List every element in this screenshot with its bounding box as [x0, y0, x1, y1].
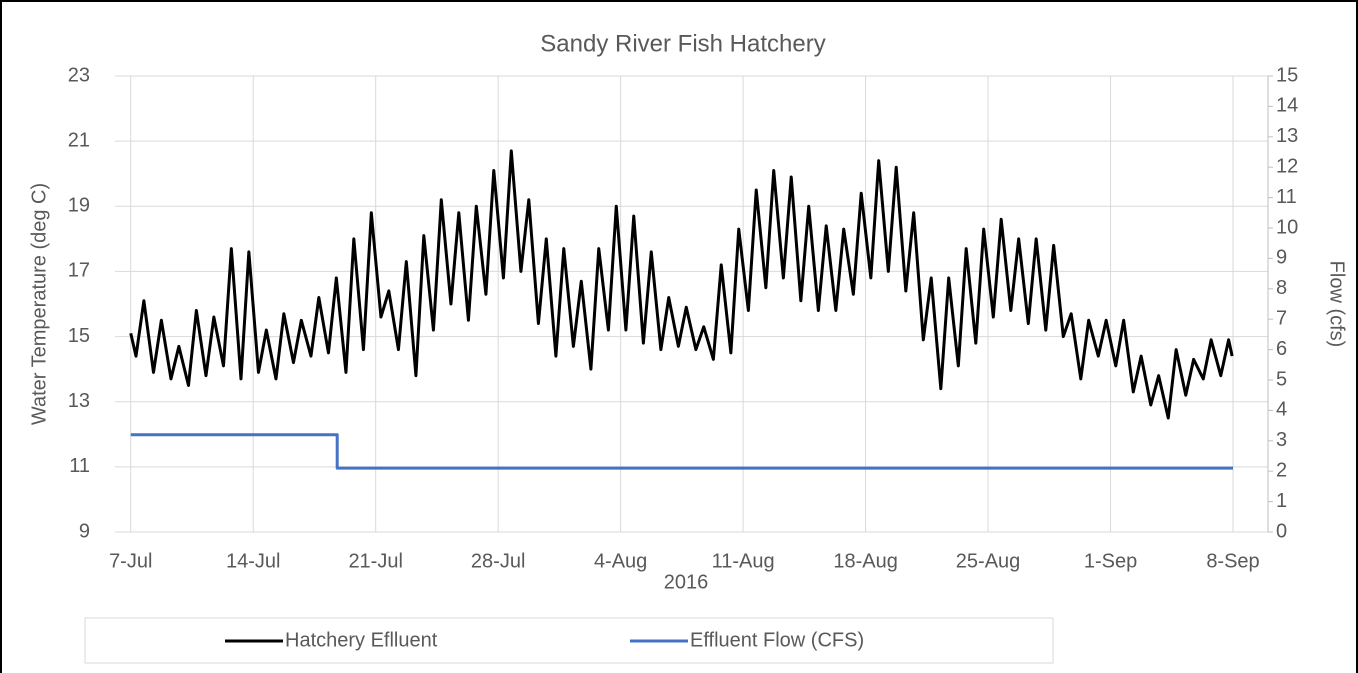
y2-tick-label: 2 — [1276, 459, 1287, 481]
x-tick-label: 25-Aug — [956, 550, 1021, 572]
y2-tick-label: 10 — [1276, 216, 1298, 238]
y-tick-label: 11 — [69, 455, 90, 477]
y2-tick-label: 6 — [1276, 338, 1287, 360]
x-tick-label: 7-Jul — [109, 550, 152, 572]
y2-tick-label: 11 — [1276, 186, 1297, 208]
x-tick-label: 18-Aug — [833, 550, 898, 572]
x-tick-label: 21-Jul — [348, 550, 402, 572]
y2-tick-label: 9 — [1276, 247, 1287, 269]
y-tick-label: 23 — [68, 64, 90, 86]
y2-tick-label: 15 — [1276, 64, 1298, 86]
y2-tick-label: 12 — [1276, 155, 1298, 177]
y-tick-label: 21 — [68, 129, 90, 151]
y2-tick-label: 8 — [1276, 277, 1287, 299]
x-tick-label: 1-Sep — [1084, 550, 1137, 572]
y2-axis-title: Flow (cfs) — [1326, 261, 1348, 348]
y2-tick-label: 1 — [1276, 490, 1287, 512]
y2-tick-label: 4 — [1276, 399, 1287, 421]
y-tick-label: 17 — [68, 260, 90, 282]
x-tick-label: 28-Jul — [471, 550, 525, 572]
x-tick-label: 4-Aug — [594, 550, 647, 572]
legend-label: Effluent Flow (CFS) — [690, 629, 864, 651]
y2-tick-label: 14 — [1276, 95, 1298, 117]
chart-title: Sandy River Fish Hatchery — [540, 30, 825, 57]
x-tick-label: 14-Jul — [226, 550, 280, 572]
y-tick-label: 15 — [68, 325, 90, 347]
y2-tick-label: 7 — [1276, 307, 1287, 329]
y2-tick-label: 0 — [1276, 520, 1287, 542]
y2-tick-label: 3 — [1276, 429, 1287, 451]
series-line — [129, 149, 1234, 420]
series-line — [130, 433, 1234, 470]
y-tick-label: 13 — [68, 390, 90, 412]
legend-label: Hatchery Eflluent — [285, 629, 438, 651]
x-tick-label: 11-Aug — [712, 550, 775, 572]
y2-tick-label: 13 — [1276, 125, 1298, 147]
x-tick-label: 8-Sep — [1206, 550, 1259, 572]
y-tick-label: 9 — [79, 520, 90, 542]
x-axis-title: 2016 — [664, 571, 709, 593]
legend-box — [84, 617, 1054, 664]
y2-tick-label: 5 — [1276, 368, 1287, 390]
y-tick-label: 19 — [68, 195, 90, 217]
y-axis-title: Water Temperature (deg C) — [28, 183, 50, 425]
